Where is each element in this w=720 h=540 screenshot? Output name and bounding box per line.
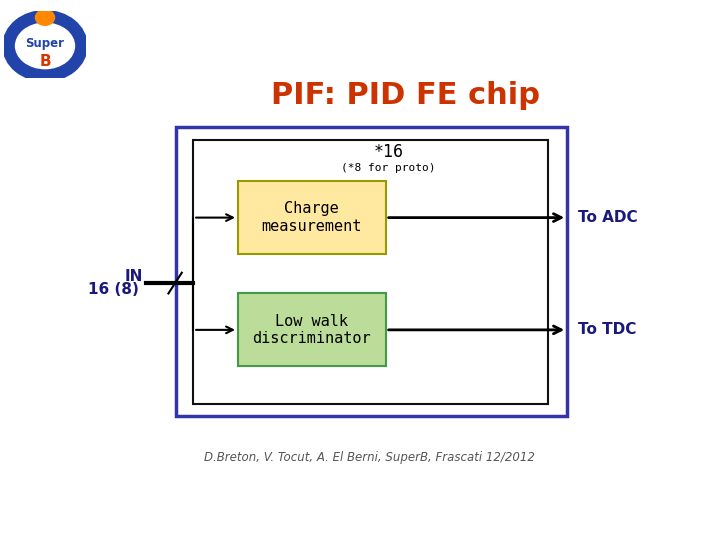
Bar <box>193 140 547 404</box>
Bar <box>238 294 386 366</box>
Text: *16: *16 <box>374 143 403 161</box>
Text: PIF: PID FE chip: PIF: PID FE chip <box>271 82 540 111</box>
Text: To TDC: To TDC <box>578 322 636 337</box>
Text: B: B <box>39 54 51 69</box>
Text: Super: Super <box>25 37 65 50</box>
Circle shape <box>35 10 55 25</box>
Text: Charge
measurement: Charge measurement <box>261 201 362 234</box>
Bar <box>176 127 567 416</box>
Text: Low walk
discriminator: Low walk discriminator <box>253 314 371 346</box>
Text: 16 (8): 16 (8) <box>89 282 139 297</box>
Text: D.Breton, V. Tocut, A. El Berni, SuperB, Frascati 12/2012: D.Breton, V. Tocut, A. El Berni, SuperB,… <box>204 451 534 464</box>
Text: IN: IN <box>125 269 143 285</box>
Bar <box>238 181 386 254</box>
Text: (*8 for proto): (*8 for proto) <box>341 163 436 173</box>
Text: To ADC: To ADC <box>578 210 638 225</box>
